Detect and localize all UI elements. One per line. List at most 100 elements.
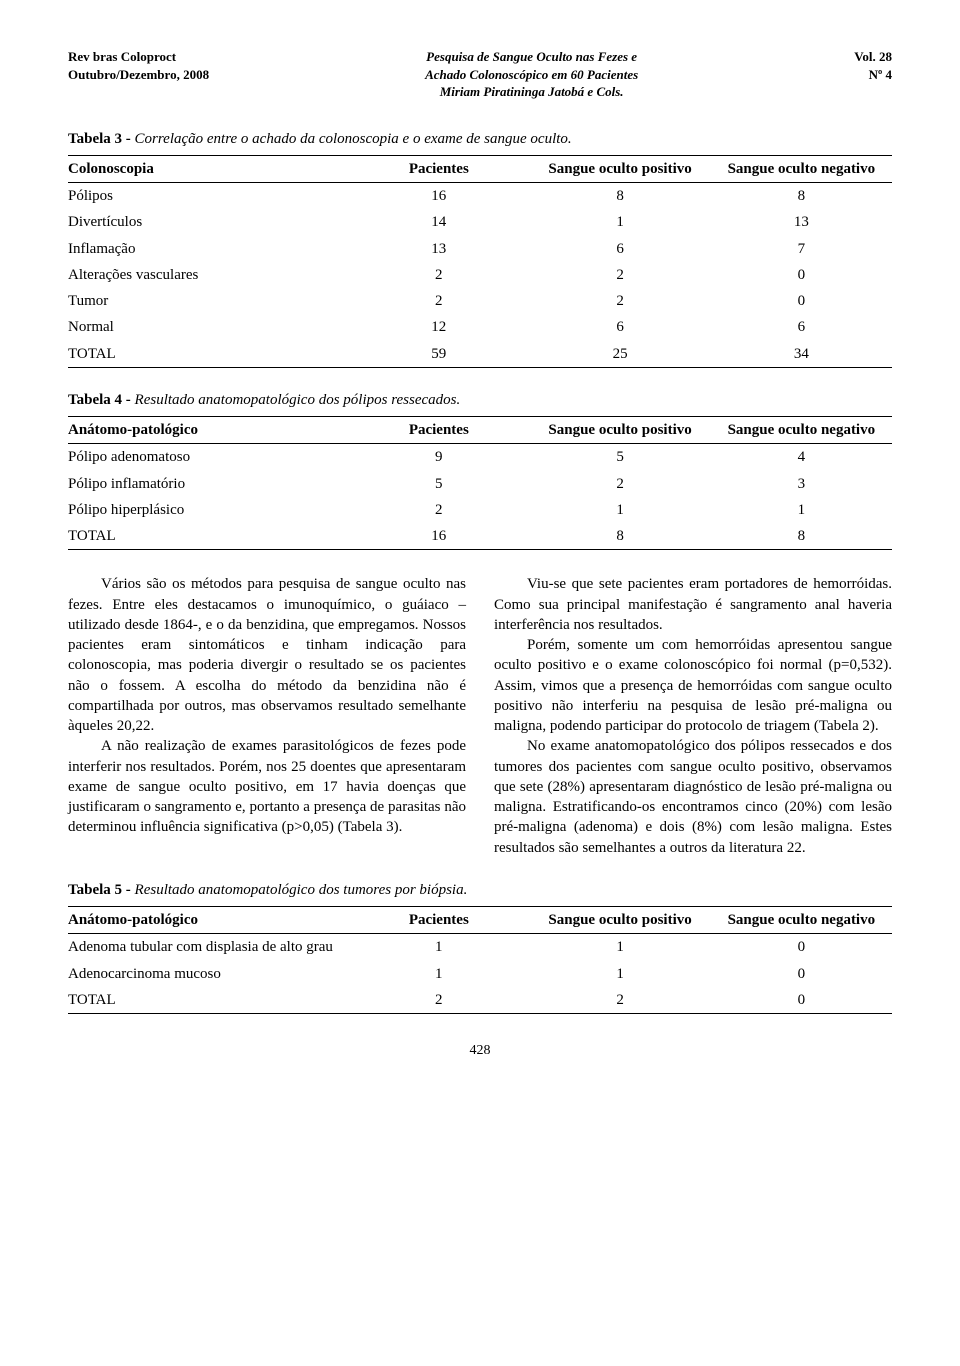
cell: 8 — [529, 523, 710, 550]
cell: 1 — [529, 934, 710, 961]
issue-number: Nº 4 — [869, 67, 892, 82]
cell: 13 — [711, 209, 892, 235]
cell: Normal — [68, 314, 348, 340]
cell: 14 — [348, 209, 529, 235]
table4-h2: Pacientes — [348, 417, 529, 444]
article-title-line2: Achado Colonoscópico em 60 Pacientes — [425, 67, 638, 82]
cell: Pólipos — [68, 183, 348, 210]
article-authors: Miriam Piratininga Jatobá e Cols. — [440, 84, 624, 99]
table4-h1: Anátomo-patológico — [68, 417, 348, 444]
table3-header-row: Colonoscopia Pacientes Sangue oculto pos… — [68, 155, 892, 182]
article-title-line1: Pesquisa de Sangue Oculto nas Fezes e — [426, 49, 637, 64]
cell: 59 — [348, 341, 529, 368]
cell: Adenoma tubular com displasia de alto gr… — [68, 934, 348, 961]
cell: Divertículos — [68, 209, 348, 235]
cell: 8 — [711, 523, 892, 550]
cell: 0 — [711, 961, 892, 987]
body-p2: A não realização de exames parasitológic… — [68, 736, 466, 837]
table3: Colonoscopia Pacientes Sangue oculto pos… — [68, 155, 892, 368]
table5-header-row: Anátomo-patológico Pacientes Sangue ocul… — [68, 907, 892, 934]
table-row: Adenocarcinoma mucoso 1 1 0 — [68, 961, 892, 987]
cell: 9 — [348, 444, 529, 471]
table4-h4: Sangue oculto negativo — [711, 417, 892, 444]
table3-caption: Tabela 3 - Correlação entre o achado da … — [68, 129, 892, 149]
cell: 6 — [711, 314, 892, 340]
cell: 7 — [711, 236, 892, 262]
cell: Inflamação — [68, 236, 348, 262]
cell: 16 — [348, 523, 529, 550]
table-row: Pólipo inflamatório 5 2 3 — [68, 471, 892, 497]
cell: 1 — [711, 497, 892, 523]
table5-caption-text: Resultado anatomopatológico dos tumores … — [135, 882, 468, 898]
cell: 5 — [348, 471, 529, 497]
cell: 12 — [348, 314, 529, 340]
table-row: Pólipos 16 8 8 — [68, 183, 892, 210]
cell: 25 — [529, 341, 710, 368]
body-p1: Vários são os métodos para pesquisa de s… — [68, 574, 466, 736]
body-p5: No exame anatomopatológico dos pólipos r… — [494, 736, 892, 858]
body-p4: Porém, somente um com hemorróidas aprese… — [494, 635, 892, 736]
cell: 8 — [529, 183, 710, 210]
issue-date: Outubro/Dezembro, 2008 — [68, 67, 209, 82]
cell: 3 — [711, 471, 892, 497]
table-row: Pólipo hiperplásico 2 1 1 — [68, 497, 892, 523]
header-right: Vol. 28 Nº 4 — [854, 48, 892, 101]
table3-h2: Pacientes — [348, 155, 529, 182]
cell: 2 — [348, 497, 529, 523]
cell: Adenocarcinoma mucoso — [68, 961, 348, 987]
header-center: Pesquisa de Sangue Oculto nas Fezes e Ac… — [209, 48, 854, 101]
table-row: Divertículos 14 1 13 — [68, 209, 892, 235]
cell: TOTAL — [68, 987, 348, 1014]
table4-h3: Sangue oculto positivo — [529, 417, 710, 444]
table-row: TOTAL 59 25 34 — [68, 341, 892, 368]
table5-caption: Tabela 5 - Resultado anatomopatológico d… — [68, 880, 892, 900]
body-text: Vários são os métodos para pesquisa de s… — [68, 574, 892, 858]
cell: 6 — [529, 314, 710, 340]
cell: 34 — [711, 341, 892, 368]
table3-h3: Sangue oculto positivo — [529, 155, 710, 182]
table3-caption-label: Tabela 3 - — [68, 131, 135, 147]
table3-h4: Sangue oculto negativo — [711, 155, 892, 182]
cell: 0 — [711, 288, 892, 314]
page-number: 428 — [68, 1042, 892, 1061]
table-row: Inflamação 13 6 7 — [68, 236, 892, 262]
header-left: Rev bras Coloproct Outubro/Dezembro, 200… — [68, 48, 209, 101]
cell: 2 — [529, 987, 710, 1014]
cell: 0 — [711, 934, 892, 961]
table5-h1: Anátomo-patológico — [68, 907, 348, 934]
running-header: Rev bras Coloproct Outubro/Dezembro, 200… — [68, 48, 892, 101]
cell: 0 — [711, 262, 892, 288]
cell: 1 — [529, 961, 710, 987]
cell: 2 — [529, 471, 710, 497]
cell: Alterações vasculares — [68, 262, 348, 288]
table4-caption-label: Tabela 4 - — [68, 392, 135, 408]
table-row: TOTAL 16 8 8 — [68, 523, 892, 550]
cell: Tumor — [68, 288, 348, 314]
cell: 1 — [529, 497, 710, 523]
cell: 8 — [711, 183, 892, 210]
table5: Anátomo-patológico Pacientes Sangue ocul… — [68, 906, 892, 1014]
cell: 1 — [529, 209, 710, 235]
cell: 0 — [711, 987, 892, 1014]
table3-h1: Colonoscopia — [68, 155, 348, 182]
cell: 16 — [348, 183, 529, 210]
volume: Vol. 28 — [854, 49, 892, 64]
cell: 5 — [529, 444, 710, 471]
journal-name: Rev bras Coloproct — [68, 49, 176, 64]
cell: 2 — [348, 288, 529, 314]
cell: 4 — [711, 444, 892, 471]
table-row: TOTAL 2 2 0 — [68, 987, 892, 1014]
cell: Pólipo hiperplásico — [68, 497, 348, 523]
table4: Anátomo-patológico Pacientes Sangue ocul… — [68, 416, 892, 550]
cell: Pólipo adenomatoso — [68, 444, 348, 471]
table-row: Normal 12 6 6 — [68, 314, 892, 340]
table5-h4: Sangue oculto negativo — [711, 907, 892, 934]
cell: 1 — [348, 934, 529, 961]
table-row: Tumor 2 2 0 — [68, 288, 892, 314]
cell: 2 — [348, 262, 529, 288]
cell: 2 — [348, 987, 529, 1014]
cell: TOTAL — [68, 341, 348, 368]
table4-caption-text: Resultado anatomopatológico dos pólipos … — [135, 392, 461, 408]
table-row: Alterações vasculares 2 2 0 — [68, 262, 892, 288]
cell: 2 — [529, 288, 710, 314]
